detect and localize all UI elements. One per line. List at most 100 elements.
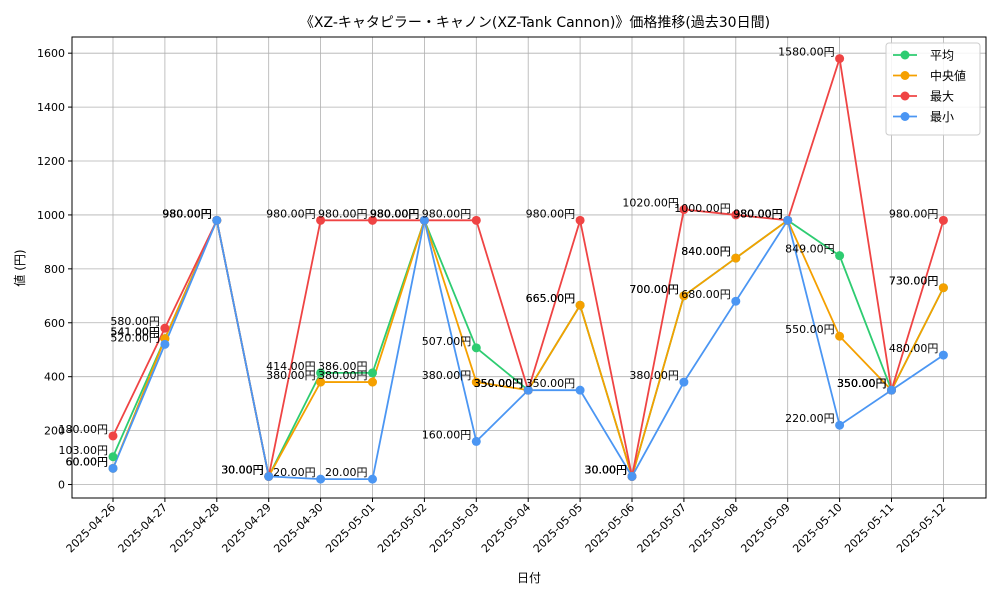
data-point (783, 215, 793, 225)
data-label: 1020.00円 (622, 197, 679, 210)
data-point (575, 385, 585, 395)
data-label: 30.00円 (585, 463, 628, 476)
plot-frame (71, 36, 987, 499)
y-tick-label: 1600 (37, 47, 65, 60)
data-label: 30.00円 (585, 463, 628, 476)
legend-label: 最大 (930, 90, 954, 104)
y-tick-label: 1400 (37, 101, 65, 114)
x-tick-label: 2025-04-30 (271, 501, 325, 555)
data-label: 350.00円 (526, 377, 576, 390)
data-point (419, 215, 429, 225)
legend-marker (900, 112, 910, 121)
data-label: 550.00円 (785, 323, 835, 336)
x-tick-label: 2025-05-05 (531, 501, 585, 555)
data-label: 665.00円 (526, 292, 576, 305)
data-point (108, 452, 118, 462)
data-point (471, 343, 481, 353)
data-label: 103.00円 (59, 444, 109, 457)
data-point (160, 339, 170, 349)
data-label: 30.00円 (221, 463, 264, 476)
data-point (731, 210, 741, 220)
data-point (835, 331, 845, 341)
data-point (316, 215, 326, 225)
data-label: 30.00円 (221, 463, 264, 476)
data-label: 840.00円 (681, 245, 731, 258)
data-label: 350.00円 (837, 377, 887, 390)
data-label: 849.00円 (785, 243, 835, 256)
data-label: 840.00円 (681, 245, 731, 258)
data-point (731, 253, 741, 263)
x-tick-label: 2025-05-09 (738, 501, 792, 555)
x-tick-label: 2025-04-27 (116, 501, 170, 555)
data-label: 980.00円 (422, 207, 472, 220)
data-label: 1580.00円 (778, 46, 835, 59)
data-label: 380.00円 (266, 369, 316, 382)
data-point (679, 291, 689, 301)
data-label: 350.00円 (837, 377, 887, 390)
data-label: 980.00円 (162, 207, 212, 220)
data-label: 507.00円 (422, 335, 472, 348)
data-label: 60.00円 (66, 455, 109, 468)
x-tick-label: 2025-05-03 (427, 501, 481, 555)
data-point (938, 350, 948, 360)
legend-marker (900, 71, 910, 80)
x-axis-label: 日付 (517, 571, 541, 585)
x-tick-label: 2025-05-07 (635, 501, 689, 555)
data-point (835, 251, 845, 261)
data-label: 680.00円 (681, 288, 731, 301)
data-label: 980.00円 (370, 207, 420, 220)
data-point (679, 377, 689, 387)
data-label: 980.00円 (733, 207, 783, 220)
x-tick-label: 2025-05-11 (842, 501, 896, 555)
data-point (368, 474, 377, 484)
data-label: 980.00円 (162, 207, 212, 220)
data-label: 665.00円 (526, 292, 576, 305)
x-axis-ticks: 2025-04-262025-04-272025-04-282025-04-29… (64, 498, 949, 555)
data-point (160, 323, 170, 333)
data-label: 480.00円 (889, 342, 939, 355)
data-label: 980.00円 (370, 207, 420, 220)
grid (72, 37, 986, 498)
data-label: 520.00円 (110, 331, 160, 344)
x-tick-label: 2025-05-01 (323, 501, 377, 555)
data-labels: 103.00円 541.00円 980.00円 30.00円 414.00円 386.00… (59, 46, 939, 480)
legend-label: 最小 (930, 110, 954, 124)
data-label: 350.00円 (474, 377, 524, 390)
data-label: 541.00円 (110, 326, 160, 339)
series-lines (108, 54, 948, 484)
data-point (108, 431, 118, 441)
data-point (679, 205, 689, 215)
data-label: 980.00円 (318, 207, 368, 220)
data-label: 414.00円 (266, 360, 316, 373)
data-point (264, 471, 274, 481)
data-label: 980.00円 (733, 207, 783, 220)
data-label: 700.00円 (629, 283, 679, 296)
data-point (731, 296, 741, 306)
data-point (368, 215, 377, 225)
data-point (938, 215, 948, 225)
data-label: 30.00円 (221, 463, 264, 476)
data-point (523, 385, 533, 395)
data-point (368, 368, 377, 378)
data-label: 730.00円 (889, 275, 939, 288)
data-label: 730.00円 (889, 275, 939, 288)
data-point (471, 377, 481, 387)
x-tick-label: 2025-05-04 (479, 501, 533, 555)
x-tick-label: 2025-04-28 (168, 501, 222, 555)
data-point (938, 283, 948, 293)
x-tick-label: 2025-05-08 (687, 501, 741, 555)
data-label: 980.00円 (526, 207, 576, 220)
chart-title: 《XZ-キャタピラー・キャノン(XZ-Tank Cannon)》価格推移(過去3… (300, 15, 770, 31)
data-point (108, 463, 118, 473)
data-label: 541.00円 (110, 326, 160, 339)
data-label: 350.00円 (837, 377, 887, 390)
data-label: 20.00円 (273, 466, 316, 479)
data-point (471, 215, 481, 225)
data-point (471, 436, 481, 446)
x-tick-label: 2025-05-12 (894, 501, 948, 555)
y-tick-label: 0 (58, 479, 65, 492)
legend-marker (900, 91, 910, 101)
legend-label: 平均 (930, 49, 954, 63)
